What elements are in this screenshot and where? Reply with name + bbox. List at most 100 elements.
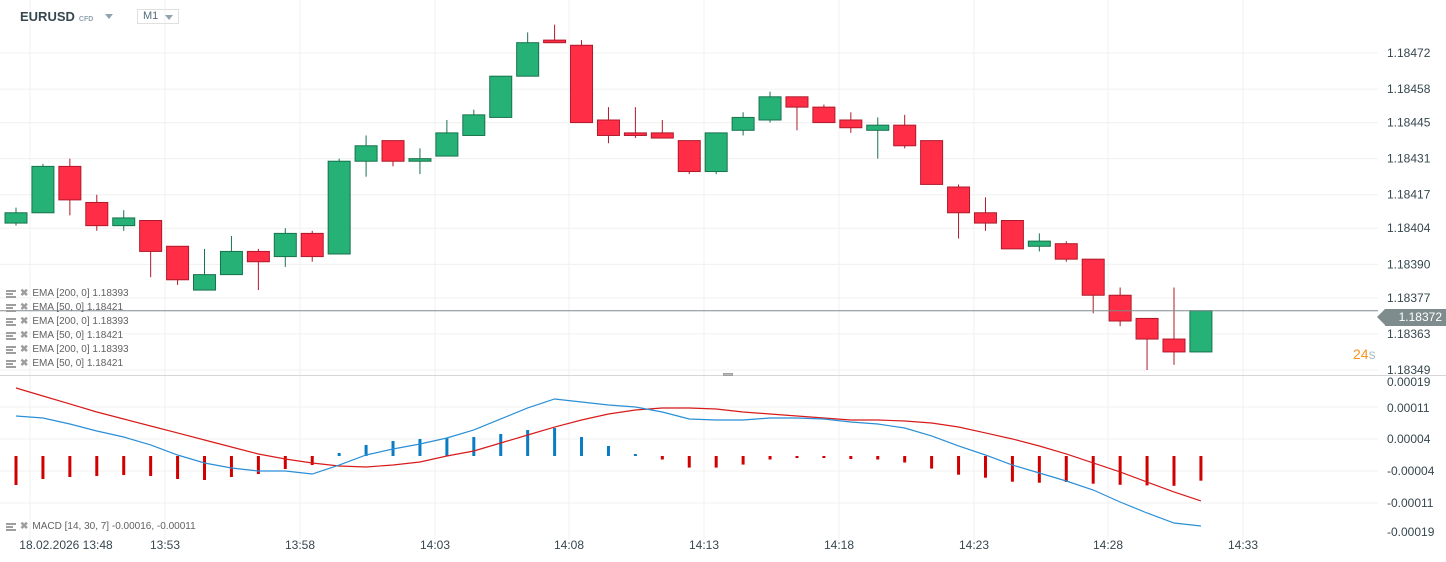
- macd-histogram-bar: [1145, 456, 1149, 486]
- macd-histogram-bar: [41, 456, 45, 479]
- macd-tick-label: -0.00004: [1387, 464, 1435, 478]
- macd-histogram-bar: [903, 456, 907, 463]
- macd-histogram-bar: [418, 439, 422, 456]
- indicator-legend: ✖ EMA [200, 0] 1.18393: [6, 344, 129, 355]
- macd-histogram-bar: [149, 456, 153, 476]
- settings-list-icon[interactable]: [6, 345, 16, 354]
- candle-bearish: [139, 220, 163, 278]
- signal-line: [15, 387, 1202, 502]
- settings-list-icon[interactable]: [6, 317, 16, 326]
- time-tick-label: 18.02.2026 13:48: [19, 538, 113, 552]
- candle-bearish: [1000, 220, 1024, 250]
- candle-body: [677, 140, 701, 173]
- candle-bearish: [650, 120, 674, 139]
- settings-list-icon[interactable]: [6, 289, 16, 298]
- indicator-label: EMA [50, 0] 1.18421: [32, 330, 124, 341]
- time-tick-label: 13:53: [150, 538, 180, 552]
- candle-bearish: [58, 158, 82, 216]
- candle-body: [112, 217, 136, 227]
- candle-bearish: [596, 107, 620, 144]
- macd-histogram-bar: [1010, 456, 1014, 482]
- countdown-value: 24: [1353, 346, 1369, 362]
- close-icon[interactable]: ✖: [20, 302, 29, 313]
- macd-histogram-bar: [1064, 456, 1068, 482]
- settings-list-icon[interactable]: [6, 303, 16, 312]
- candle-bearish: [973, 197, 997, 231]
- close-icon[interactable]: ✖: [20, 358, 29, 369]
- macd-histogram-bar: [580, 436, 584, 456]
- candle-body: [327, 160, 351, 255]
- price-tick-label: 1.18431: [1387, 152, 1431, 166]
- macd-histogram-bar: [68, 456, 72, 478]
- macd-histogram-bar: [1172, 456, 1176, 486]
- settings-list-icon[interactable]: [6, 522, 16, 531]
- candle-body: [4, 212, 28, 224]
- macd-histogram-bar: [768, 456, 772, 460]
- indicator-label: EMA [200, 0] 1.18393: [32, 288, 129, 299]
- macd-histogram-bar: [203, 456, 207, 481]
- price-tick-label: 1.18363: [1387, 327, 1431, 341]
- timeframe-select[interactable]: M1: [137, 9, 179, 24]
- candle-body: [623, 132, 647, 136]
- candle-countdown: 24s: [1353, 346, 1376, 362]
- macd-histogram-bar: [849, 456, 853, 460]
- macd-histogram-bar: [1118, 456, 1122, 485]
- candle-body: [1081, 258, 1105, 296]
- candle-bearish: [839, 112, 863, 133]
- macd-histogram-bar: [714, 456, 718, 468]
- candle-bearish: [166, 245, 190, 285]
- time-tick-label: 14:23: [959, 538, 989, 552]
- macd-histogram-bar: [957, 456, 961, 475]
- candle-body: [273, 232, 297, 258]
- macd-histogram-bar: [445, 437, 449, 456]
- timeframe-value: M1: [143, 10, 159, 22]
- candle-bearish: [812, 104, 836, 124]
- candle-body: [758, 96, 782, 121]
- candle-body: [381, 140, 405, 162]
- close-icon[interactable]: ✖: [20, 330, 29, 341]
- macd-histogram-bar: [741, 456, 745, 465]
- candle-bullish: [1189, 310, 1213, 353]
- candle-body: [462, 114, 486, 136]
- candle-bullish: [4, 207, 28, 226]
- candle-bearish: [1108, 287, 1132, 327]
- candle-body: [139, 220, 163, 252]
- macd-histogram-bar: [822, 456, 826, 458]
- chevron-down-icon[interactable]: [105, 14, 114, 19]
- time-tick-label: 14:33: [1228, 538, 1258, 552]
- candle-body: [1027, 240, 1051, 247]
- candle-bearish: [785, 96, 809, 131]
- candle-bullish: [31, 163, 55, 214]
- macd-histogram-bar: [229, 456, 233, 478]
- macd-tick-label: -0.00011: [1387, 496, 1434, 510]
- price-tick-label: 1.18404: [1387, 221, 1431, 235]
- candle-bullish: [758, 91, 782, 123]
- close-icon[interactable]: ✖: [20, 316, 29, 327]
- panel-resize-handle[interactable]: [723, 373, 733, 376]
- candle-body: [31, 165, 55, 214]
- candle-body: [973, 212, 997, 224]
- macd-histogram-bar: [687, 456, 691, 468]
- macd-histogram-bar: [95, 456, 99, 476]
- candle-bullish: [704, 132, 728, 175]
- candle-bearish: [1081, 258, 1105, 314]
- close-icon[interactable]: ✖: [20, 288, 29, 299]
- symbol-selector[interactable]: EURUSD CFD: [20, 9, 114, 24]
- macd-histogram-bar: [1037, 456, 1041, 483]
- candle-body: [893, 124, 917, 147]
- close-icon[interactable]: ✖: [20, 521, 29, 532]
- price-tick-label: 1.18377: [1387, 291, 1431, 305]
- macd-legend: ✖ MACD [14, 30, 7] -0.00016, -0.00011: [6, 521, 196, 532]
- candle-body: [650, 132, 674, 139]
- candle-body: [704, 132, 728, 173]
- candle-bullish: [327, 158, 351, 255]
- candle-body: [85, 201, 109, 227]
- macd-histogram-bar: [983, 456, 987, 478]
- close-icon[interactable]: ✖: [20, 344, 29, 355]
- settings-list-icon[interactable]: [6, 331, 16, 340]
- candle-bullish: [112, 210, 136, 231]
- candle-body: [193, 274, 217, 291]
- candle-bearish: [246, 248, 270, 291]
- settings-list-icon[interactable]: [6, 359, 16, 368]
